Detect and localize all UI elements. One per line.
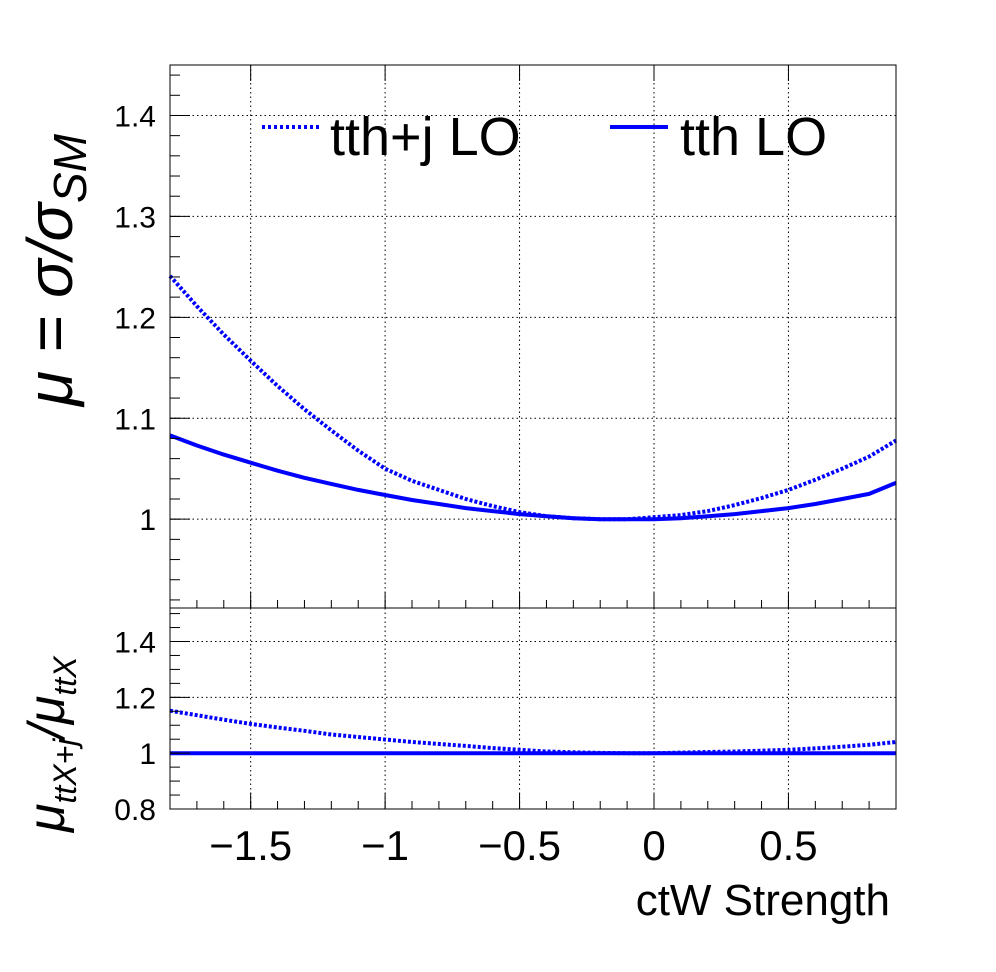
- legend-label-tth: tth LO: [680, 107, 827, 167]
- x-tick-labels: −1.5 −1 −0.5 0 0.5: [209, 822, 817, 869]
- main-y-axis-title-text: μ = σ/σ: [14, 201, 86, 408]
- ratio-y-axis-title-sub2: ttX: [47, 655, 83, 696]
- main-y-ticks: [170, 74, 190, 601]
- main-y-tick-label: 1.2: [114, 302, 156, 335]
- main-series-tth-lo: [169, 433, 897, 522]
- ratio-series-tth-j-lo: [169, 708, 897, 756]
- ratio-y-tick-label: 0.8: [114, 794, 156, 827]
- ratio-series: [169, 708, 897, 756]
- main-series-tth-j-lo: [168, 274, 898, 522]
- main-grid: [170, 65, 896, 608]
- main-series: [168, 274, 898, 522]
- ratio-y-tick-label: 1.4: [114, 627, 156, 660]
- x-tick-label: −1.5: [209, 822, 292, 869]
- svg-text:μ = σ/σSM: μ = σ/σSM: [14, 133, 96, 408]
- main-y-axis-title-subscript: SM: [44, 133, 96, 203]
- ratio-y-axis-title-mid: /μ: [18, 696, 76, 742]
- ratio-grid: [170, 608, 896, 810]
- main-y-tick-labels: 1 1.1 1.2 1.3 1.4: [114, 100, 156, 537]
- main-x-ticks: [169, 65, 897, 608]
- ratio-x-ticks: [169, 793, 897, 809]
- svg-text:μttX+j/μttX: μttX+j/μttX: [18, 655, 83, 834]
- main-y-tick-label: 1: [139, 504, 156, 537]
- legend-label-tth-j: tth+j LO: [330, 107, 521, 167]
- main-y-axis-title: μ = σ/σSM: [14, 133, 96, 408]
- x-axis-title: ctW Strength: [636, 876, 890, 925]
- legend: tth+j LO tth LO: [262, 107, 827, 167]
- ratio-y-ticks: [170, 613, 190, 810]
- ratio-y-tick-labels: 0.8 1 1.2 1.4: [114, 627, 156, 828]
- x-tick-label: 0: [642, 822, 665, 869]
- main-panel: 1 1.1 1.2 1.3 1.4 μ = σ/σSM tth+j LO tth LO: [14, 64, 898, 609]
- x-tick-label: −0.5: [478, 822, 561, 869]
- ratio-y-axis-title: μttX+j/μttX: [18, 655, 83, 834]
- ratio-panel: 0.8 1 1.2 1.4 −1.5 −1 −0.5 0 0.5 μttX+j/μttX ct…: [18, 607, 897, 925]
- main-y-tick-label: 1.3: [114, 201, 156, 234]
- ratio-y-axis-title-mu1: μ: [18, 804, 76, 835]
- ratio-y-axis-title-sub1: ttX+j: [47, 738, 83, 804]
- ratio-y-tick-label: 1: [139, 738, 156, 771]
- main-y-tick-label: 1.1: [114, 403, 156, 436]
- ratio-frame: [169, 607, 897, 810]
- ratio-y-tick-label: 1.2: [114, 682, 156, 715]
- main-y-tick-label: 1.4: [114, 100, 156, 133]
- x-tick-label: −1: [361, 822, 409, 869]
- x-tick-label: 0.5: [759, 822, 817, 869]
